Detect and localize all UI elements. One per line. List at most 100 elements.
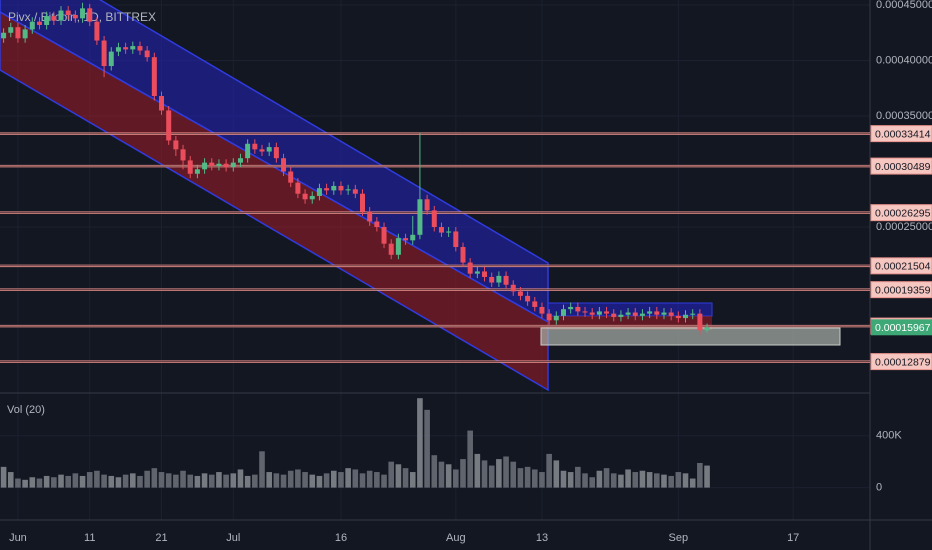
volume-bar [431,455,438,488]
volume-bar [409,472,416,488]
volume-bar [94,470,100,488]
volume-bar [467,430,473,488]
candle-body [108,51,114,67]
volume-bar [704,465,710,488]
x-tick-label: Aug [446,532,466,544]
volume-bar [488,465,495,488]
current-price-box [871,319,932,336]
volume-bar [366,470,373,488]
candle-body [281,158,287,172]
level-label-box [870,257,932,275]
volume-bar [29,477,36,488]
candle-body [654,311,660,315]
candle-body [338,185,344,191]
candle-body [331,185,337,191]
level-label: 0.00033414 [875,128,931,140]
volume-bar [618,474,624,488]
candle-body [266,147,272,152]
level-label-box [870,125,932,143]
volume-bar [517,468,524,488]
candle-body [44,16,50,25]
candle-body [618,314,624,317]
level-label: 0.00030489 [875,161,931,173]
candle-body [144,50,150,58]
candle-body [553,315,559,321]
volume-bar [208,474,215,488]
candle-body [237,158,243,163]
candle-body [489,276,495,283]
candle-body [560,309,566,316]
volume-bar [252,474,258,488]
candle-body [438,227,444,233]
candle-body [72,14,78,19]
volume-bar [58,474,64,488]
volume-bar [7,472,14,488]
volume-bar [144,470,150,488]
volume-bar [101,474,107,488]
volume-bar [273,473,280,488]
candle-body [661,312,667,315]
volume-bar [675,472,682,488]
volume-bar [36,478,43,488]
candle-body [410,234,416,241]
candle-body [704,327,710,331]
candle-body [288,171,294,183]
candle-body [546,313,552,321]
candle-body [123,47,129,50]
volume-bar [632,472,639,488]
volume-bar [589,477,596,488]
candle-body [8,27,14,33]
candle-body [675,315,681,319]
volume-bar [575,466,581,488]
volume-bar [697,462,703,488]
volume-bar [352,469,359,488]
candle-body [101,40,107,67]
volume-bar [237,469,244,488]
candle-body [525,295,531,302]
volume-bar [302,472,308,488]
candle-body [639,313,645,316]
volume-bar [388,461,395,488]
candle-body [180,149,186,161]
volume-bar [280,474,287,488]
x-tick-label: 13 [536,532,548,544]
candle-body [596,311,602,315]
volume-bar [359,473,366,488]
volume-bar [460,459,466,488]
candle-body [446,231,452,233]
volume-bar [417,398,423,488]
volume-bar [86,472,93,488]
volume-bar [374,472,380,488]
volume-bar [129,473,136,488]
candle-body [216,163,222,166]
candle-body [230,162,236,168]
volume-bar [194,475,201,488]
volume-bar [65,475,71,488]
volume-bar [661,474,667,488]
volume-bar [230,473,237,488]
candle-body [532,301,538,307]
volume-bar [603,468,610,488]
candle-body [202,162,208,170]
volume-bar [309,474,316,488]
candle-body [482,271,488,277]
candle-body [194,169,200,174]
projection-box [540,327,841,346]
candle-body [625,312,631,315]
volume-bar [287,470,294,488]
volume-bar [654,473,660,488]
candle-body [130,46,136,50]
level-label: 0.00019359 [875,284,931,296]
volume-bar [201,473,208,488]
volume-bar [503,456,509,488]
candle-body [668,312,674,316]
candle-body [510,284,516,292]
volume-bar [51,477,57,488]
candle-body [345,189,351,191]
volume-bar [330,470,337,488]
volume-bar [610,473,617,488]
volume-bar [137,475,143,488]
candle-body [22,29,28,39]
volume-bar [15,478,21,488]
candle-body [367,211,373,222]
